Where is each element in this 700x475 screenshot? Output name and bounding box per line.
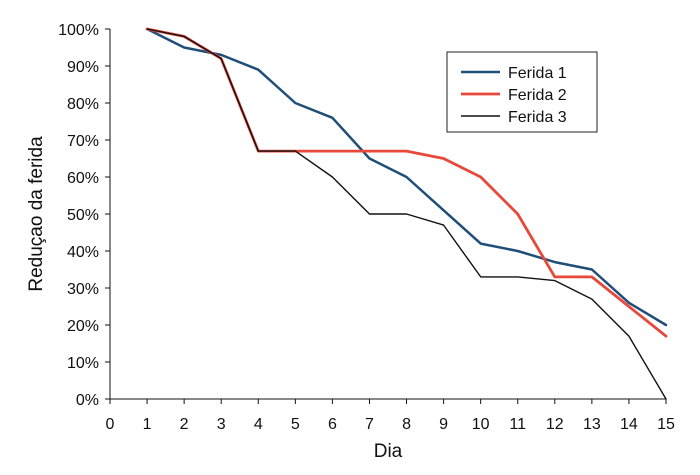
y-tick-label: 0% bbox=[76, 392, 99, 409]
x-tick-label: 10 bbox=[472, 416, 490, 433]
y-tick-label: 70% bbox=[67, 133, 99, 150]
y-tick-label: 10% bbox=[67, 355, 99, 372]
x-tick-label: 13 bbox=[583, 416, 601, 433]
x-tick-label: 2 bbox=[180, 416, 189, 433]
x-tick-label: 6 bbox=[328, 416, 337, 433]
x-tick-label: 7 bbox=[365, 416, 374, 433]
x-axis-title: Dia bbox=[374, 441, 403, 462]
x-ticks: 0 1 2 3 4 5 6 7 8 9 10 11 12 13 14 15 bbox=[106, 399, 675, 433]
x-tick-label: 12 bbox=[546, 416, 564, 433]
x-tick-label: 5 bbox=[291, 416, 300, 433]
y-tick-label: 40% bbox=[67, 244, 99, 261]
x-tick-label: 1 bbox=[143, 416, 152, 433]
series-lines bbox=[145, 27, 668, 400]
y-tick-label: 50% bbox=[67, 207, 99, 224]
legend: Ferida 1 Ferida 2 Ferida 3 bbox=[446, 51, 598, 133]
y-axis-title: Reduçao da ferida bbox=[26, 136, 47, 292]
series-line-1 bbox=[145, 27, 668, 327]
y-tick-label: 30% bbox=[67, 281, 99, 298]
y-tick-label: 80% bbox=[67, 96, 99, 113]
x-tick-label: 4 bbox=[254, 416, 263, 433]
y-tick-label: 90% bbox=[67, 59, 99, 76]
series-line-3 bbox=[146, 28, 667, 400]
legend-label-1: Ferida 1 bbox=[508, 65, 567, 82]
legend-box bbox=[446, 51, 598, 133]
y-ticks: 0% 10% 20% 30% 40% 50% 60% 70% 80% 90% 100% bbox=[58, 22, 110, 409]
x-tick-label: 11 bbox=[509, 416, 526, 433]
x-tick-label: 9 bbox=[439, 416, 448, 433]
y-tick-label: 60% bbox=[67, 170, 99, 187]
x-tick-label: 3 bbox=[217, 416, 226, 433]
x-tick-label: 0 bbox=[106, 416, 115, 433]
legend-label-2: Ferida 2 bbox=[508, 87, 567, 104]
x-tick-label: 15 bbox=[657, 416, 675, 433]
y-tick-label: 100% bbox=[58, 22, 99, 39]
legend-label-3: Ferida 3 bbox=[508, 109, 567, 126]
y-tick-label: 20% bbox=[67, 318, 99, 335]
x-tick-label: 8 bbox=[402, 416, 411, 433]
x-tick-label: 14 bbox=[620, 416, 638, 433]
